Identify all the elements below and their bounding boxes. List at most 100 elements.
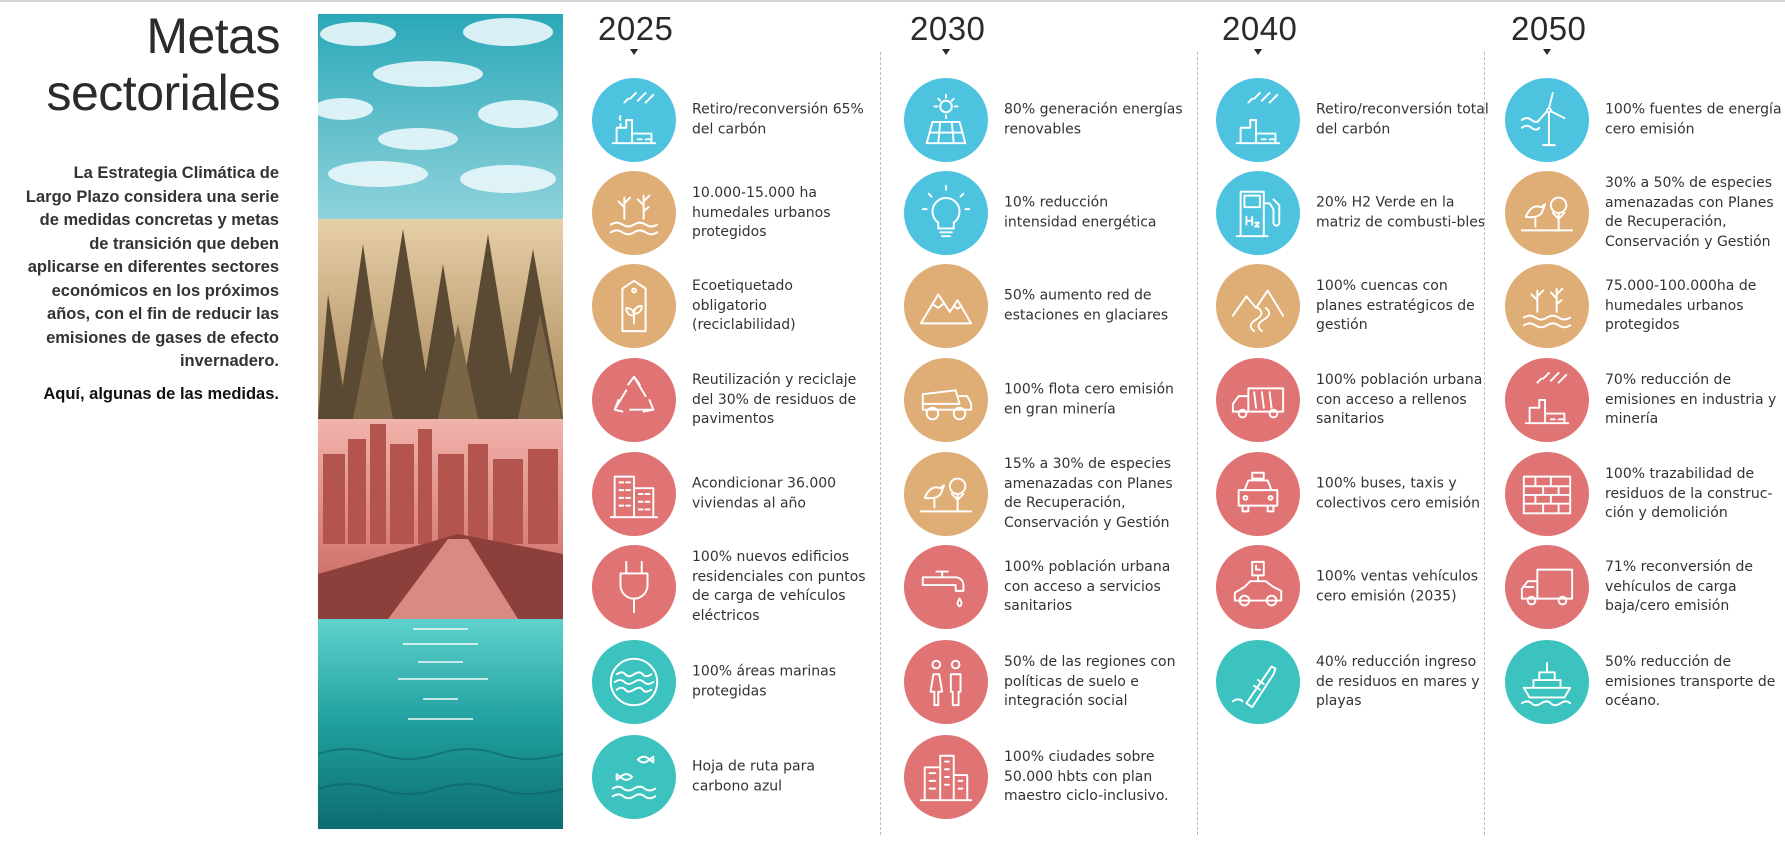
title-line-1: Metas: [146, 8, 280, 64]
bottle-icon: [1216, 640, 1300, 724]
eco-label-icon: [592, 264, 676, 348]
measure-text: 75.000-100.000ha de humedales urbanos pr…: [1605, 277, 1757, 333]
column-2040: 2040 Retiro/reconversión total del carbó…: [1216, 0, 1489, 845]
measure-text: Ecoetiquetado obligatorio (reciclabilida…: [692, 277, 796, 333]
measure-item: 50% reducción de emisiones transporte de…: [1505, 640, 1775, 728]
column-2030: 2030 80% generación energías renovables …: [904, 0, 1194, 845]
measure-text: Retiro/reconversión total del carbón: [1316, 101, 1489, 138]
measure-text: 100% ciudades sobre 50.000 hbts con plan…: [1004, 748, 1169, 804]
year-label: 2040: [1222, 10, 1298, 47]
measure-item: 100% ciudades sobre 50.000 hbts con plan…: [904, 735, 1174, 823]
measure-item: 100% áreas marinas protegidas: [592, 640, 862, 728]
measure-text: 100% áreas marinas protegidas: [692, 663, 837, 700]
mining-truck-icon: [904, 358, 988, 442]
measure-text: 20% H2 Verde en la matriz de combusti-bl…: [1316, 194, 1486, 231]
fish-icon: [592, 735, 676, 819]
measure-item: 80% generación energías renovables: [904, 78, 1183, 166]
column-2050: 2050 100% fuentes de energía cero emisió…: [1505, 0, 1782, 845]
bird-tree-icon: [904, 452, 988, 536]
measure-item: 71% reconversión de vehículos de carga b…: [1505, 545, 1775, 633]
year-arrow: [1543, 49, 1551, 55]
factory-icon: [1505, 358, 1589, 442]
year-arrow: [942, 49, 950, 55]
year-label: 2025: [598, 10, 674, 47]
measure-text: 50% aumento red de estaciones en glaciar…: [1004, 287, 1169, 324]
cargo-truck-icon: [1505, 545, 1589, 629]
measure-text: 70% reducción de emisiones en industria …: [1605, 371, 1777, 427]
title-line-2: sectoriales: [46, 65, 281, 121]
measure-text: 30% a 50% de especies amenazadas con Pla…: [1605, 175, 1774, 250]
waves-icon: [592, 640, 676, 724]
measure-item: Hoja de ruta para carbono azul: [592, 735, 862, 823]
column-divider: [1197, 52, 1198, 835]
bird-tree-icon: [1505, 171, 1589, 255]
people-icon: [904, 640, 988, 724]
measure-text: 71% reconversión de vehículos de carga b…: [1605, 558, 1753, 614]
year-arrow: [630, 49, 638, 55]
measure-text: 100% fuentes de energía cero emisión: [1605, 101, 1782, 138]
measure-text: 10% reducción intensidad energética: [1004, 194, 1157, 231]
measure-item: 10% reducción intensidad energética: [904, 171, 1174, 259]
intro-body: La Estrategia Climática de Largo Plazo c…: [25, 164, 279, 370]
measure-item: Ecoetiquetado obligatorio (reciclabilida…: [592, 264, 862, 352]
measure-text: 15% a 30% de especies amenazadas con Pla…: [1004, 456, 1173, 531]
column-divider: [880, 52, 881, 835]
measure-text: 80% generación energías renovables: [1004, 101, 1183, 138]
lightbulb-icon: [904, 171, 988, 255]
measure-text: 100% población urbana con acceso a relle…: [1316, 371, 1483, 427]
measure-item: 100% cuencas con planes estratégicos de …: [1216, 264, 1486, 352]
recycle-icon: [592, 358, 676, 442]
measure-item: 50% aumento red de estaciones en glaciar…: [904, 264, 1174, 352]
year-label: 2050: [1511, 10, 1587, 47]
year-arrow: [1254, 49, 1262, 55]
measure-text: 50% reducción de emisiones transporte de…: [1605, 653, 1776, 709]
solar-panel-icon: [904, 78, 988, 162]
measure-item: 50% de las regiones con políticas de sue…: [904, 640, 1176, 728]
measure-text: 100% buses, taxis y colectivos cero emis…: [1316, 475, 1480, 512]
measure-text: 100% ventas vehículos cero emisión (2035…: [1316, 568, 1479, 605]
page-title: Metas sectoriales: [20, 8, 281, 122]
measure-item: 30% a 50% de especies amenazadas con Pla…: [1505, 171, 1775, 259]
measure-item: 10.000-15.000 ha humedales urbanos prote…: [592, 171, 862, 259]
measure-item: 20% H2 Verde en la matriz de combusti-bl…: [1216, 171, 1486, 259]
photo-strip: [318, 14, 563, 829]
garbage-truck-icon: [1216, 358, 1300, 442]
measure-text: Acondicionar 36.000 viviendas al año: [692, 475, 837, 512]
bricks-icon: [1505, 452, 1589, 536]
intro-text: La Estrategia Climática de Largo Plazo c…: [25, 162, 279, 415]
coal-plant-icon: [1216, 78, 1300, 162]
measure-item: 100% fuentes de energía cero emisión: [1505, 78, 1782, 166]
measure-item: 100% población urbana con acceso a servi…: [904, 545, 1174, 633]
measure-item: 100% buses, taxis y colectivos cero emis…: [1216, 452, 1486, 540]
taxi-icon: [1216, 452, 1300, 536]
measure-item: Acondicionar 36.000 viviendas al año: [592, 452, 862, 540]
h2-pump-icon: [1216, 171, 1300, 255]
measure-text: 10.000-15.000 ha humedales urbanos prote…: [692, 184, 831, 240]
measure-text: 100% cuencas con planes estratégicos de …: [1316, 277, 1475, 333]
buildings-icon: [592, 452, 676, 536]
measure-text: 50% de las regiones con políticas de sue…: [1004, 653, 1176, 709]
ev-car-icon: [1216, 545, 1300, 629]
measure-item: Reutilización y reciclaje del 30% de res…: [592, 358, 862, 446]
measure-text: Retiro/reconversión 65% del carbón: [692, 101, 864, 138]
measure-item: 70% reducción de emisiones en industria …: [1505, 358, 1776, 446]
column-divider: [1484, 52, 1485, 835]
city-photo: [318, 419, 563, 619]
measure-item: 40% reducción ingreso de residuos en mar…: [1216, 640, 1486, 728]
measure-text: 100% flota cero emisión en gran minería: [1004, 381, 1174, 418]
year-label: 2030: [910, 10, 986, 47]
measure-text: 40% reducción ingreso de residuos en mar…: [1316, 653, 1480, 709]
measure-text: 100% población urbana con acceso a servi…: [1004, 558, 1171, 614]
top-border: [0, 0, 1785, 2]
measure-text: 100% trazabilidad de residuos de la cons…: [1605, 465, 1773, 521]
measure-text: Hoja de ruta para carbono azul: [692, 758, 815, 795]
city-icon: [904, 735, 988, 819]
measure-text: Reutilización y reciclaje del 30% de res…: [692, 371, 857, 427]
measure-item: 100% población urbana con acceso a relle…: [1216, 358, 1486, 446]
plug-icon: [592, 545, 676, 629]
measure-item: 15% a 30% de especies amenazadas con Pla…: [904, 452, 1174, 540]
forest-photo: [318, 219, 563, 419]
intro-cta: Aquí, algunas de las medidas.: [43, 384, 279, 403]
measure-item: Retiro/reconversión total del carbón: [1216, 78, 1489, 166]
measure-item: 100% trazabilidad de residuos de la cons…: [1505, 452, 1775, 540]
